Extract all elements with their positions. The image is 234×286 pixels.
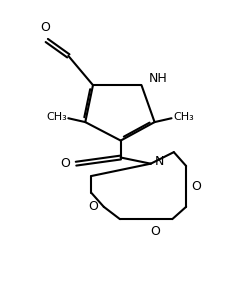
Text: N: N (155, 155, 164, 168)
Text: O: O (60, 157, 70, 170)
Text: O: O (88, 200, 98, 213)
Text: NH: NH (149, 72, 168, 86)
Text: O: O (192, 180, 201, 193)
Text: O: O (40, 21, 50, 34)
Text: CH₃: CH₃ (173, 112, 194, 122)
Text: CH₃: CH₃ (46, 112, 67, 122)
Text: O: O (150, 225, 160, 237)
